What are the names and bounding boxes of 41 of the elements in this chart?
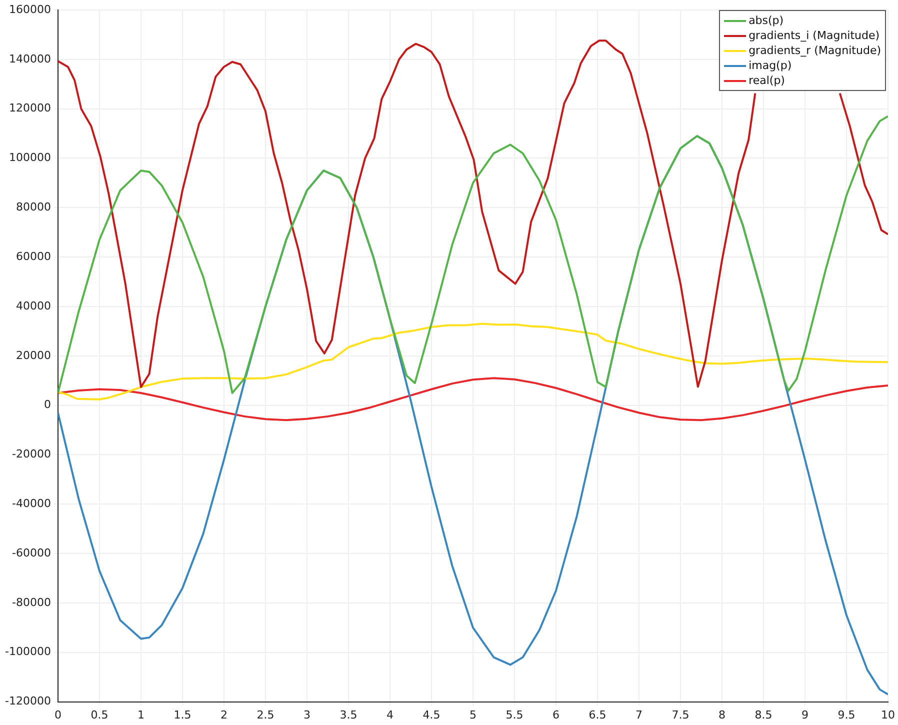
y-tick-label: 160000 [8, 2, 51, 16]
x-tick-label: 6.5 [588, 708, 606, 722]
x-tick-label: 3 [303, 708, 310, 722]
x-tick-label: 8 [718, 708, 726, 722]
x-tick-label: 2 [220, 708, 228, 722]
x-tick-label: 3.5 [340, 708, 358, 722]
y-tick-label: 60000 [16, 250, 51, 263]
x-tick-label: 9 [801, 708, 808, 722]
legend-label: abs(p) [748, 14, 784, 27]
y-tick-label: 120000 [8, 102, 51, 115]
y-tick-label: -100000 [4, 645, 51, 658]
x-tick-label: 4.5 [422, 708, 440, 722]
x-tick-label: 7 [635, 708, 642, 722]
y-tick-label: 100000 [8, 151, 51, 164]
x-tick-label: 9.5 [838, 708, 856, 722]
y-tick-label: 0 [44, 398, 51, 412]
y-tick-label: -40000 [12, 497, 51, 510]
x-tick-label: 7.5 [672, 708, 690, 722]
x-tick-label: 1 [137, 708, 144, 722]
legend-label: gradients_i (Magnitude) [748, 29, 880, 42]
y-tick-label: 20000 [16, 348, 51, 362]
y-tick-label: 80000 [16, 200, 51, 214]
legend-label: gradients_r (Magnitude) [748, 44, 882, 57]
x-tick-label: 6 [552, 708, 560, 722]
legend-label: imag(p) [748, 59, 792, 72]
x-tick-label: 10 [881, 708, 895, 722]
x-tick-label: 0 [54, 708, 62, 722]
x-tick-label: 4 [386, 708, 394, 722]
y-tick-label: -80000 [12, 596, 51, 609]
legend-label: real(p) [748, 74, 785, 87]
y-tick-label: 140000 [8, 52, 51, 66]
x-tick-label: 1.5 [174, 708, 192, 722]
y-tick-label: -120000 [4, 694, 51, 708]
y-tick-label: 40000 [16, 299, 51, 312]
y-tick-label: -60000 [12, 546, 51, 560]
x-tick-label: 5.5 [506, 708, 524, 722]
x-tick-label: 2.5 [256, 708, 274, 722]
x-tick-label: 0.5 [90, 708, 108, 722]
x-tick-label: 5 [469, 708, 476, 722]
y-tick-label: -20000 [12, 448, 51, 461]
x-tick-label: 8.5 [754, 708, 772, 722]
